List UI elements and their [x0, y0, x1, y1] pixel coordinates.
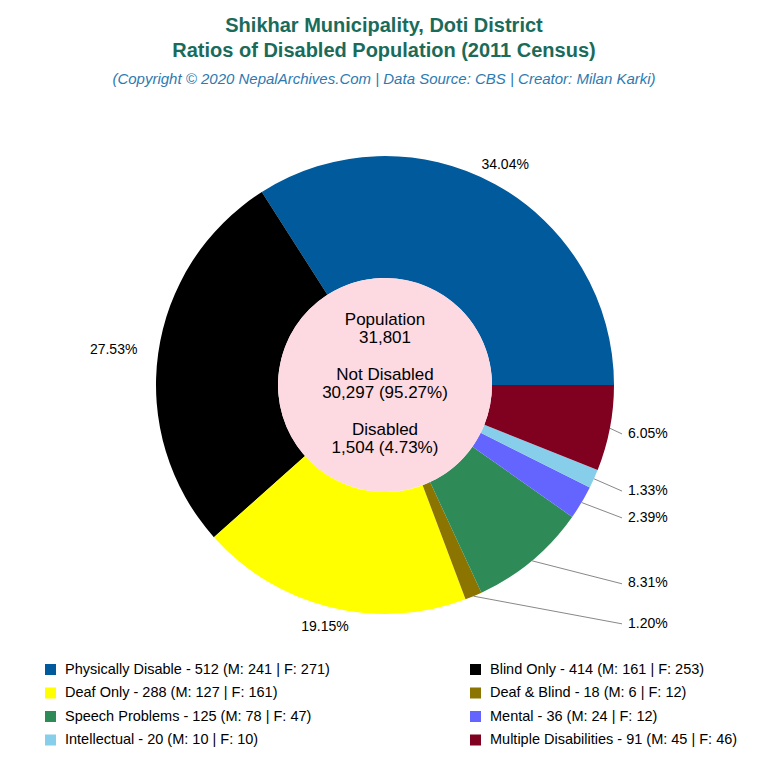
- data-label: 27.53%: [90, 341, 137, 357]
- data-label: 1.20%: [628, 615, 668, 631]
- leader-line: [610, 428, 622, 434]
- data-label: 34.04%: [481, 156, 528, 172]
- legend-label: Mental - 36 (M: 24 | F: 12): [490, 708, 657, 724]
- chart: Shikhar Municipality, Doti District Ratio…: [0, 0, 768, 768]
- legend-label: Intellectual - 20 (M: 10 | F: 10): [65, 731, 258, 747]
- data-label: 2.39%: [628, 509, 668, 525]
- legend-label: Speech Problems - 125 (M: 78 | F: 47): [65, 708, 311, 724]
- slice: [484, 385, 614, 470]
- data-label: 8.31%: [628, 574, 668, 590]
- legend-swatch: [470, 664, 481, 675]
- legend-swatch: [470, 735, 481, 746]
- legend-label: Deaf & Blind - 18 (M: 6 | F: 12): [490, 684, 686, 700]
- pie: Population31,801 Not Disabled30,297 (95.2…: [90, 156, 668, 634]
- center-text: Population: [345, 310, 425, 329]
- title: Ratios of Disabled Population (2011 Cens…: [172, 39, 595, 61]
- center-text: 1,504 (4.73%): [332, 438, 439, 457]
- data-label: 1.33%: [628, 482, 668, 498]
- leader-line: [474, 596, 622, 624]
- center-text: Not Disabled: [336, 365, 433, 384]
- legend-swatch: [45, 735, 56, 746]
- legend-swatch: [45, 711, 56, 722]
- legend-swatch: [470, 688, 481, 699]
- legend-label: Multiple Disabilities - 91 (M: 45 | F: 4…: [490, 731, 737, 747]
- data-label: 6.05%: [628, 425, 668, 441]
- legend-swatch: [45, 664, 56, 675]
- subtitle: (Copyright © 2020 NepalArchives.Com | Da…: [112, 70, 655, 87]
- data-label: 19.15%: [301, 618, 348, 634]
- leader-line: [582, 502, 622, 517]
- center-text: 31,801: [359, 328, 411, 347]
- legend-label: Deaf Only - 288 (M: 127 | F: 161): [65, 684, 278, 700]
- center-circle: [278, 278, 492, 492]
- title: Shikhar Municipality, Doti District: [225, 14, 543, 36]
- legend-label: Physically Disable - 512 (M: 241 | F: 27…: [65, 661, 330, 677]
- center-text: 30,297 (95.27%): [322, 383, 448, 402]
- leader-line: [594, 479, 622, 491]
- legend: Physically Disable - 512 (M: 241 | F: 27…: [45, 661, 737, 748]
- legend-label: Blind Only - 414 (M: 161 | F: 253): [490, 661, 704, 677]
- leader-line: [532, 561, 622, 584]
- legend-swatch: [470, 711, 481, 722]
- center-text: Disabled: [352, 420, 418, 439]
- legend-swatch: [45, 688, 56, 699]
